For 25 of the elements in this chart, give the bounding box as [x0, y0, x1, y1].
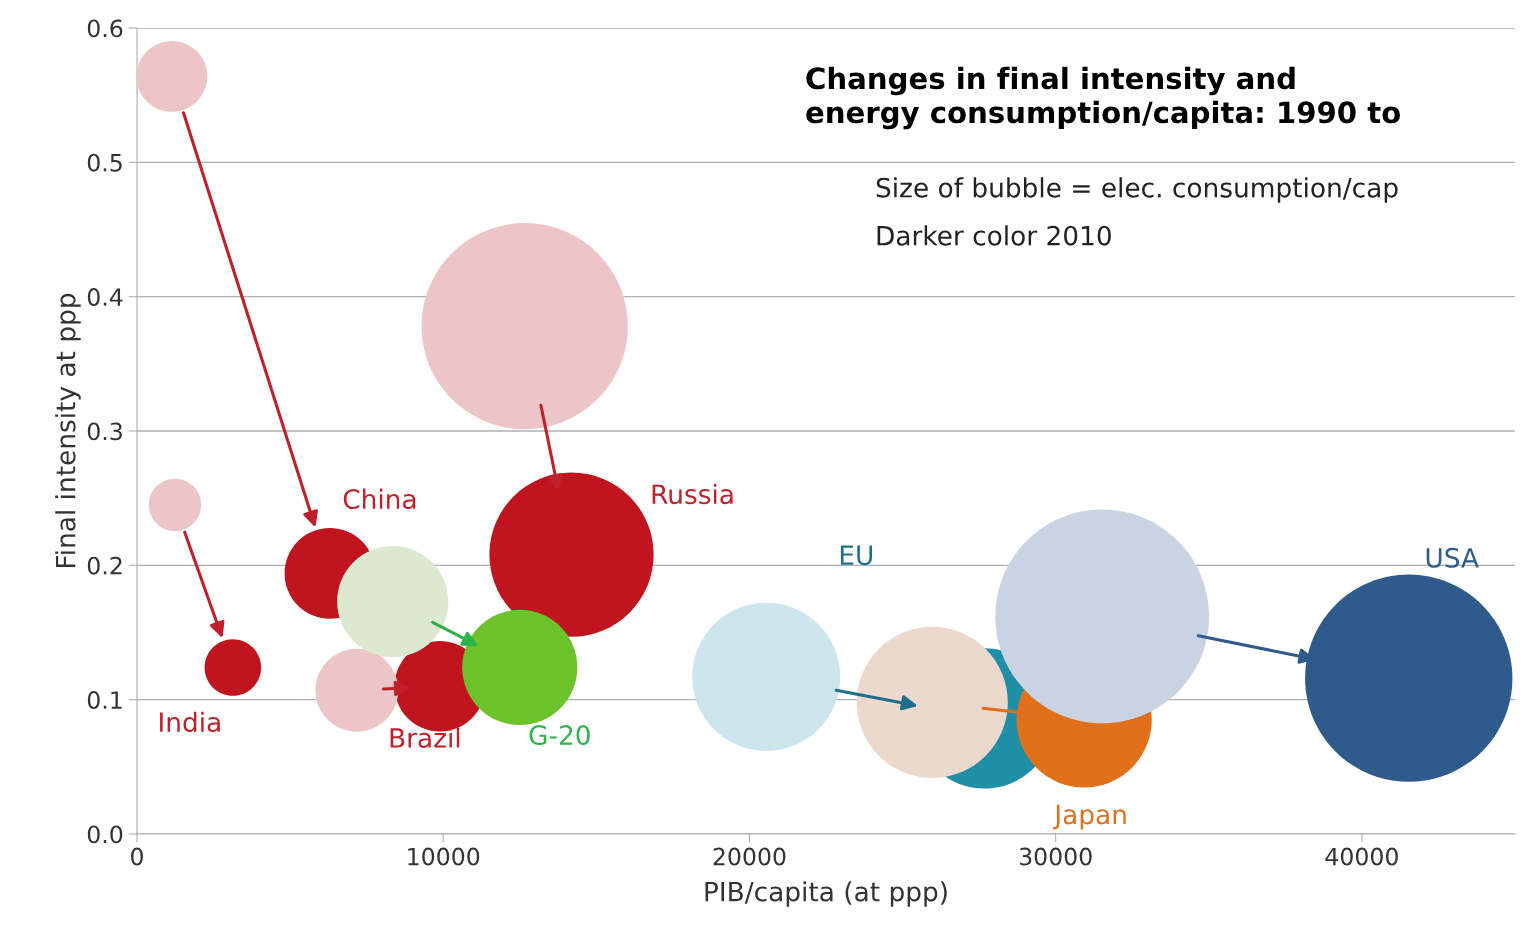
y-axis-title: Final intensity at ppp — [55, 293, 81, 567]
y-tick-label: 0.0 — [87, 825, 123, 844]
annotation: Darker color 2010 — [877, 225, 1111, 246]
annotation: Size of bubble = elec. consumption/cap — [876, 177, 1398, 203]
series-label: India — [160, 711, 220, 733]
series-label: Japan — [1052, 804, 1126, 830]
x-tick-label: 20000 — [713, 847, 786, 866]
y-tick-label: 0.1 — [87, 691, 122, 709]
x-tick-label: 10000 — [408, 847, 480, 866]
x-tick-label: 40000 — [1325, 847, 1398, 866]
series-label: G-20 — [529, 725, 590, 746]
text: EU — [840, 545, 873, 566]
y-tick-label: 0.4 — [87, 288, 123, 306]
x-tick-label: 0 — [131, 847, 143, 866]
y-tick-label: 0.5 — [87, 153, 122, 172]
x-tick-label: 30000 — [1019, 847, 1092, 866]
y-tick-label: 0.2 — [87, 556, 122, 575]
text: Changes in final intensity and energy consumption/capita: 1990 to — [806, 66, 1400, 130]
series-label: USA — [1426, 547, 1479, 568]
x-axis-title: PIB/capita (at ppp) — [705, 881, 947, 907]
series-label: China — [343, 488, 416, 510]
series-label: Russia — [652, 483, 733, 505]
y-tick-label: 0.6 — [87, 19, 123, 38]
y-tick-label: 0.3 — [87, 422, 122, 441]
series-label: Brazil — [390, 727, 460, 748]
